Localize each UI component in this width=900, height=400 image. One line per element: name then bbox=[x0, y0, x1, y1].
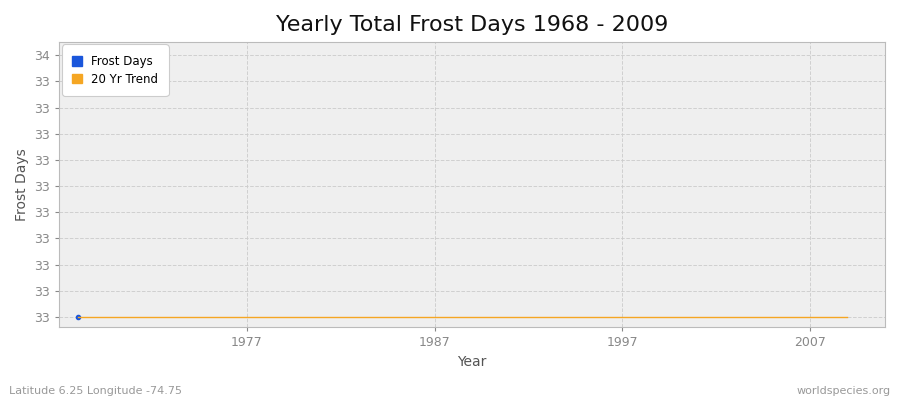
20 Yr Trend bbox=[711, 314, 722, 319]
20 Yr Trend bbox=[542, 314, 553, 319]
Y-axis label: Frost Days: Frost Days bbox=[15, 148, 29, 221]
Legend: Frost Days, 20 Yr Trend: Frost Days, 20 Yr Trend bbox=[65, 48, 166, 93]
20 Yr Trend bbox=[241, 314, 252, 319]
20 Yr Trend bbox=[786, 314, 796, 319]
20 Yr Trend bbox=[260, 314, 271, 319]
Text: worldspecies.org: worldspecies.org bbox=[796, 386, 891, 396]
20 Yr Trend bbox=[336, 314, 346, 319]
20 Yr Trend bbox=[148, 314, 158, 319]
20 Yr Trend bbox=[129, 314, 140, 319]
20 Yr Trend bbox=[467, 314, 478, 319]
20 Yr Trend bbox=[392, 314, 402, 319]
20 Yr Trend bbox=[561, 314, 572, 319]
20 Yr Trend bbox=[73, 314, 84, 319]
20 Yr Trend bbox=[279, 314, 290, 319]
20 Yr Trend bbox=[166, 314, 177, 319]
20 Yr Trend bbox=[317, 314, 328, 319]
20 Yr Trend bbox=[730, 314, 741, 319]
20 Yr Trend bbox=[410, 314, 421, 319]
20 Yr Trend bbox=[635, 314, 646, 319]
20 Yr Trend bbox=[429, 314, 440, 319]
20 Yr Trend bbox=[842, 314, 853, 319]
20 Yr Trend bbox=[580, 314, 590, 319]
Text: Latitude 6.25 Longitude -74.75: Latitude 6.25 Longitude -74.75 bbox=[9, 386, 182, 396]
20 Yr Trend bbox=[523, 314, 534, 319]
20 Yr Trend bbox=[748, 314, 759, 319]
X-axis label: Year: Year bbox=[457, 355, 487, 369]
20 Yr Trend bbox=[504, 314, 515, 319]
20 Yr Trend bbox=[223, 314, 234, 319]
20 Yr Trend bbox=[448, 314, 459, 319]
20 Yr Trend bbox=[598, 314, 609, 319]
20 Yr Trend bbox=[616, 314, 627, 319]
20 Yr Trend bbox=[92, 314, 103, 319]
20 Yr Trend bbox=[485, 314, 496, 319]
20 Yr Trend bbox=[805, 314, 815, 319]
20 Yr Trend bbox=[654, 314, 665, 319]
20 Yr Trend bbox=[373, 314, 383, 319]
20 Yr Trend bbox=[110, 314, 121, 319]
20 Yr Trend bbox=[692, 314, 703, 319]
20 Yr Trend bbox=[767, 314, 778, 319]
Title: Yearly Total Frost Days 1968 - 2009: Yearly Total Frost Days 1968 - 2009 bbox=[276, 15, 669, 35]
20 Yr Trend bbox=[824, 314, 834, 319]
20 Yr Trend bbox=[355, 314, 365, 319]
20 Yr Trend bbox=[298, 314, 309, 319]
20 Yr Trend bbox=[673, 314, 684, 319]
20 Yr Trend bbox=[204, 314, 215, 319]
20 Yr Trend bbox=[185, 314, 196, 319]
